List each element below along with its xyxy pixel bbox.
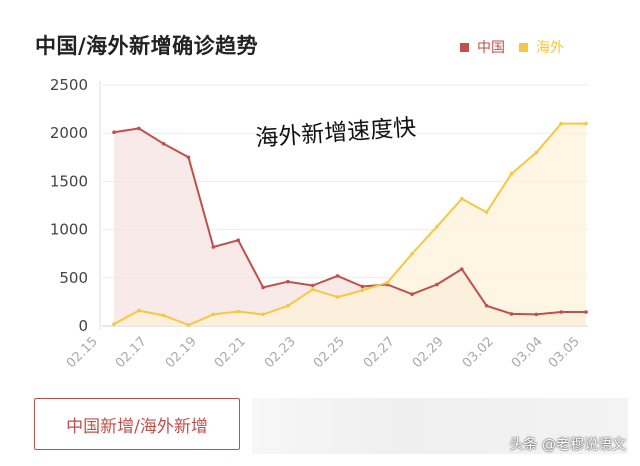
legend-swatch-china — [460, 42, 469, 52]
data-point-0-6 — [261, 285, 265, 290]
y-tick-label-2000: 2000 — [50, 124, 88, 142]
data-point-1-4 — [211, 312, 216, 317]
data-point-0-0 — [112, 130, 116, 135]
data-point-1-7 — [286, 303, 290, 308]
legend-item-overseas[interactable]: 海外 — [519, 37, 564, 57]
data-point-0-15 — [484, 303, 489, 308]
legend-label-overseas: 海外 — [536, 40, 564, 56]
x-tick-label-02.29: 02.29 — [410, 334, 447, 371]
data-point-1-11 — [385, 280, 390, 285]
data-point-1-0 — [112, 322, 116, 326]
x-tick-label-03.02: 03.02 — [460, 334, 497, 371]
data-point-1-2 — [161, 313, 166, 318]
data-point-1-3 — [186, 323, 191, 327]
data-point-0-7 — [286, 279, 290, 284]
data-point-0-1 — [137, 126, 141, 131]
legend-label-china: 中国 — [477, 40, 505, 56]
x-tick-label-02.21: 02.21 — [212, 334, 249, 371]
chart-annotation: 海外新增速度快 — [255, 115, 417, 152]
x-tick-label-02.23: 02.23 — [262, 334, 299, 371]
data-point-0-16 — [509, 312, 514, 316]
x-tick-label-02.17: 02.17 — [113, 334, 150, 371]
data-point-1-14 — [459, 196, 464, 201]
data-point-1-16 — [509, 171, 514, 176]
data-point-0-10 — [360, 284, 365, 289]
y-tick-label-1500: 1500 — [50, 172, 88, 190]
area-fill-0 — [114, 128, 586, 326]
data-point-0-13 — [435, 282, 439, 287]
series-toggle-button[interactable]: 中国新增/海外新增 — [34, 398, 240, 450]
watermark-text: 头条 @老穆说语文 — [509, 437, 626, 453]
data-point-1-8 — [310, 287, 315, 292]
data-point-1-19 — [584, 121, 588, 126]
data-point-0-18 — [559, 310, 563, 314]
x-tick-label-02.25: 02.25 — [311, 334, 348, 371]
legend-item-china[interactable]: 中国 — [460, 37, 505, 57]
legend-swatch-overseas — [519, 42, 528, 52]
x-tick-label-02.15: 02.15 — [64, 334, 101, 371]
data-point-1-13 — [435, 224, 439, 229]
data-point-0-9 — [335, 274, 340, 278]
blurred-region — [252, 398, 628, 454]
data-point-0-17 — [534, 312, 539, 317]
line-area-chart: 0 500 1000 1500 2000 2500 02.15 02.17 02.19 02.21… — [50, 76, 588, 371]
data-point-0-12 — [410, 292, 414, 296]
chart-title: 中国/海外新增确诊趋势 — [35, 34, 259, 58]
data-point-1-5 — [236, 309, 241, 314]
data-point-0-3 — [186, 155, 191, 160]
y-tick-label-500: 500 — [59, 269, 88, 287]
x-tick-label-02.27: 02.27 — [361, 334, 398, 371]
y-tick-label-0: 0 — [78, 317, 88, 335]
y-tick-label-2500: 2500 — [50, 76, 88, 94]
data-point-1-1 — [137, 308, 141, 313]
data-point-1-6 — [261, 312, 265, 317]
data-point-1-17 — [534, 150, 539, 155]
area-fill-1 — [114, 123, 586, 326]
y-tick-label-1000: 1000 — [50, 221, 88, 239]
x-tick-label-03.04: 03.04 — [509, 334, 546, 371]
data-point-1-12 — [410, 251, 414, 256]
data-point-0-14 — [459, 267, 464, 271]
data-point-0-8 — [310, 283, 315, 288]
legend: 中国 海外 — [460, 37, 578, 57]
data-point-1-15 — [484, 210, 489, 215]
x-tick-label-02.19: 02.19 — [163, 334, 200, 371]
data-point-0-19 — [584, 310, 588, 314]
series-line-1 — [113, 122, 586, 326]
data-point-0-4 — [211, 245, 216, 249]
data-point-1-10 — [360, 288, 365, 293]
x-tick-label-03.05: 03.05 — [546, 334, 583, 371]
series-line-0 — [113, 127, 586, 316]
data-point-0-2 — [161, 142, 166, 146]
data-point-1-9 — [335, 295, 340, 299]
data-point-0-5 — [236, 238, 241, 243]
data-point-1-18 — [559, 121, 563, 126]
